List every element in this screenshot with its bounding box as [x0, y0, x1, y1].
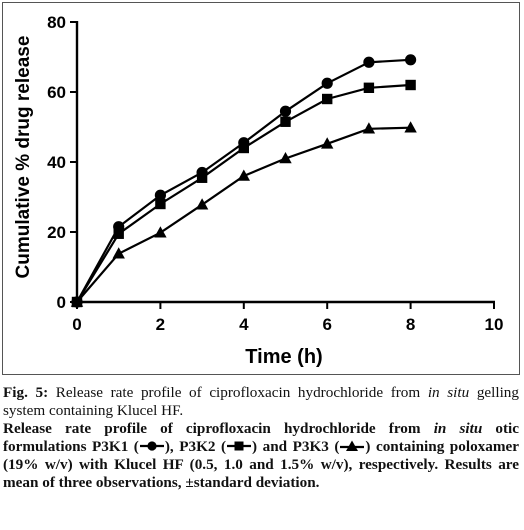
data-point — [112, 247, 125, 259]
data-point — [237, 169, 250, 181]
data-point — [154, 189, 166, 201]
caption-body-text-4: ) and P3K3 ( — [252, 438, 340, 455]
figure-frame: 0 2 4 6 8 10 0 20 40 60 80 Cumulative % drug relea… — [2, 2, 520, 375]
y-tick-label: 80 — [47, 13, 66, 32]
caption-body-text-2: otic formulations P3K1 ( — [3, 420, 520, 455]
caption-body-text-5: ) containing poloxamer (19% w/v) with Kl… — [3, 438, 519, 491]
series-square — [71, 79, 416, 308]
x-tick-label: 8 — [406, 315, 415, 334]
data-point — [113, 228, 124, 239]
y-tick-label: 20 — [47, 223, 66, 242]
data-point — [322, 93, 333, 105]
x-axis-label: Time (h) — [245, 346, 322, 368]
legend-triangle-icon — [340, 440, 365, 451]
data-point — [196, 172, 208, 183]
caption-fig-label: Fig. 5: — [3, 384, 49, 401]
caption-title-text-2: gelling system containing Klucel HF. — [3, 384, 519, 419]
legend-square-icon — [227, 441, 252, 451]
data-point — [405, 54, 417, 66]
data-point — [321, 137, 334, 149]
chart-ticks: 0 2 4 6 8 10 0 20 40 60 80 — [47, 13, 503, 334]
y-tick-label: 40 — [47, 153, 66, 172]
data-point — [280, 116, 291, 127]
caption-body: Release rate profile of ciprofloxacin hy… — [3, 420, 519, 492]
figure-caption: Fig. 5: Release rate profile of ciproflo… — [3, 384, 519, 492]
y-tick-label: 60 — [47, 83, 66, 102]
y-axis-label: Cumulative % drug release — [13, 36, 34, 279]
data-point — [70, 295, 84, 307]
data-point — [238, 142, 249, 154]
caption-body-italic: in situ — [433, 420, 483, 437]
series-line — [76, 83, 411, 303]
caption-title: Fig. 5: Release rate profile of ciproflo… — [3, 384, 519, 420]
x-tick-label: 2 — [156, 315, 165, 334]
x-tick-label: 10 — [485, 315, 504, 334]
y-tick-label: 0 — [57, 293, 66, 312]
series-line — [76, 58, 411, 303]
caption-title-italic: in situ — [427, 384, 470, 401]
caption-body-text-3: ), P3K2 ( — [164, 438, 227, 455]
release-chart: 0 2 4 6 8 10 0 20 40 60 80 Cumulative % drug relea… — [13, 13, 503, 368]
data-point — [362, 122, 376, 134]
data-point — [279, 152, 292, 164]
data-point — [155, 198, 166, 210]
caption-title-text-1: Release rate profile of ciprofloxacin hy… — [55, 384, 421, 401]
caption-body-text-1: Release rate profile of ciprofloxacin hy… — [3, 420, 421, 437]
x-tick-label: 0 — [72, 315, 81, 334]
legend-circle-icon — [139, 441, 164, 451]
data-point — [154, 226, 167, 238]
data-point — [404, 121, 417, 133]
data-point — [363, 82, 375, 93]
data-point — [195, 198, 209, 210]
x-tick-label: 4 — [239, 315, 249, 334]
data-point — [363, 56, 375, 68]
data-point — [321, 77, 333, 89]
data-point — [405, 79, 416, 91]
x-tick-label: 6 — [322, 315, 331, 334]
chart-series — [70, 54, 417, 308]
series-triangle — [70, 121, 417, 307]
series-line — [76, 126, 411, 303]
data-point — [279, 105, 292, 117]
